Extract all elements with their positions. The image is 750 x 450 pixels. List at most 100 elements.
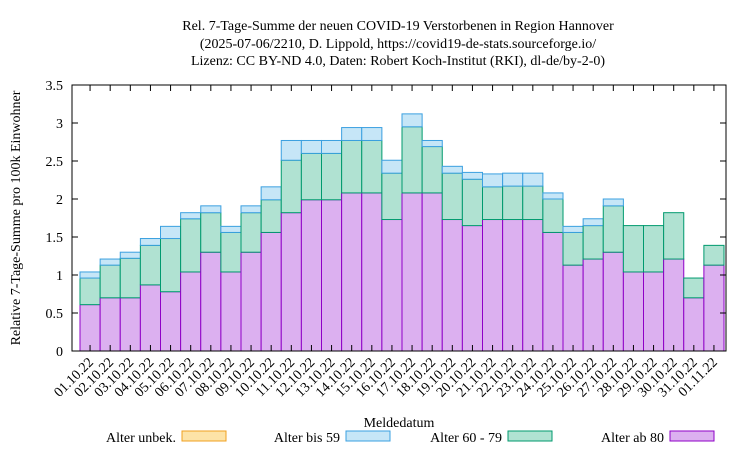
bar-alter-60-79-24.10.22: [542, 198, 564, 233]
bar-alter-ab-80-01.11.22: [703, 264, 725, 352]
bar-alter-ab-80-26.10.22: [582, 258, 604, 352]
bar-alter-ab-80-25.10.22: [562, 264, 584, 352]
bar-alter-bis-59-04.10.22: [139, 238, 162, 246]
bar-alter-ab-80-31.10.22: [683, 297, 705, 352]
legend-swatch: [181, 430, 227, 442]
bar-alter-bis-59-22.10.22: [502, 172, 524, 187]
bar-alter-bis-59-03.10.22: [119, 251, 141, 259]
bar-alter-bis-59-27.10.22: [602, 198, 624, 207]
bar-alter-ab-80-17.10.22: [401, 192, 423, 352]
bar-alter-60-79-25.10.22: [562, 231, 584, 266]
bar-alter-60-79-16.10.22: [381, 172, 403, 221]
bar-alter-ab-80-07.10.22: [200, 251, 222, 352]
bar-alter-60-79-10.10.22: [260, 199, 282, 233]
y-tick-label: 1: [56, 269, 63, 284]
y-axis-label: Relative 7-Tage-Summe pro 100k Einwohner: [9, 90, 24, 345]
bar-alter-60-79-17.10.22: [401, 126, 423, 194]
bar-alter-ab-80-01.10.22: [79, 304, 101, 352]
bar-alter-60-79-02.10.22: [99, 264, 121, 299]
bar-alter-bis-59-14.10.22: [341, 127, 363, 141]
bar-alter-60-79-15.10.22: [361, 139, 383, 194]
bar-alter-60-79-23.10.22: [522, 185, 544, 221]
bar-alter-ab-80-22.10.22: [502, 219, 524, 352]
bar-alter-ab-80-04.10.22: [139, 284, 162, 352]
legend-label: Alter unbek.: [106, 431, 176, 446]
legend-label: Alter ab 80: [601, 431, 664, 446]
bar-alter-60-79-29.10.22: [643, 225, 665, 273]
bar-alter-ab-80-06.10.22: [180, 271, 202, 352]
bar-alter-bis-59-23.10.22: [522, 172, 544, 187]
legend: Alter unbek. Alter bis 59 Alter 60 - 79 Alt…: [106, 430, 715, 446]
y-axis-ticks: 0 0.5 1 1.5 2 2.5 3 3.5: [46, 79, 726, 360]
bar-alter-60-79-22.10.22: [502, 185, 524, 221]
legend-swatch: [669, 430, 715, 442]
legend-swatch: [345, 430, 391, 442]
bar-alter-60-79-07.10.22: [200, 212, 222, 253]
bar-alter-bis-59-11.10.22: [280, 139, 302, 161]
bar-alter-ab-80-02.10.22: [99, 297, 121, 352]
chart-title-line-2: (2025-07-06/2210, D. Lippold, https://co…: [200, 37, 596, 52]
bar-alter-ab-80-12.10.22: [300, 199, 323, 352]
bar-alter-60-79-18.10.22: [421, 146, 443, 194]
bar-alter-60-79-01.10.22: [79, 277, 101, 306]
bar-alter-ab-80-08.10.22: [220, 271, 242, 352]
y-tick-label: 2.5: [46, 155, 64, 170]
bar-alter-bis-59-06.10.22: [180, 212, 202, 220]
bar-alter-bis-59-05.10.22: [160, 225, 182, 240]
bar-alter-bis-59-08.10.22: [220, 225, 242, 233]
bar-alter-bis-59-10.10.22: [260, 186, 282, 201]
bar-alter-ab-80-16.10.22: [381, 219, 403, 352]
bar-alter-ab-80-18.10.22: [421, 192, 443, 352]
bar-alter-60-79-08.10.22: [220, 231, 242, 273]
bar-alter-ab-80-15.10.22: [361, 192, 383, 352]
bar-alter-60-79-04.10.22: [139, 244, 162, 286]
chart-title-line-1: Rel. 7-Tage-Summe der neuen COVID-19 Ver…: [182, 19, 614, 34]
bar-alter-bis-59-25.10.22: [562, 225, 584, 233]
bar-alter-60-79-03.10.22: [119, 257, 141, 299]
bar-alter-bis-59-07.10.22: [200, 205, 222, 214]
bar-alter-60-79-05.10.22: [160, 238, 182, 293]
bar-alter-ab-80-20.10.22: [461, 225, 484, 352]
y-tick-label: 1.5: [46, 231, 64, 246]
bar-alter-ab-80-21.10.22: [482, 219, 504, 352]
bar-alter-ab-80-19.10.22: [441, 219, 463, 352]
bar-alter-60-79-21.10.22: [482, 186, 504, 221]
bar-alter-60-79-30.10.22: [663, 212, 685, 260]
bar-alter-60-79-19.10.22: [441, 172, 463, 221]
bar-alter-ab-80-27.10.22: [602, 251, 624, 352]
y-tick-label: 0.5: [46, 307, 64, 322]
bar-alter-ab-80-05.10.22: [160, 291, 182, 352]
bar-alter-ab-80-09.10.22: [240, 251, 262, 352]
bar-alter-bis-59-21.10.22: [482, 173, 504, 188]
bar-alter-60-79-27.10.22: [602, 205, 624, 253]
bar-layer: [79, 113, 725, 352]
bar-alter-60-79-06.10.22: [180, 218, 202, 273]
bar-alter-bis-59-17.10.22: [401, 113, 423, 128]
bar-alter-bis-59-20.10.22: [461, 171, 484, 180]
bar-alter-bis-59-09.10.22: [240, 205, 262, 214]
y-tick-label: 3: [56, 117, 63, 132]
bar-alter-bis-59-12.10.22: [300, 139, 323, 154]
bar-alter-60-79-01.11.22: [703, 244, 725, 266]
bar-alter-60-79-28.10.22: [622, 225, 645, 273]
bar-alter-60-79-20.10.22: [461, 178, 484, 227]
legend-label: Alter 60 - 79: [430, 431, 502, 446]
bar-alter-60-79-26.10.22: [582, 225, 604, 260]
bar-alter-60-79-09.10.22: [240, 212, 262, 253]
bar-alter-bis-59-19.10.22: [441, 165, 463, 174]
bar-alter-60-79-12.10.22: [300, 152, 323, 201]
bar-alter-ab-80-23.10.22: [522, 219, 544, 352]
y-tick-label: 2: [56, 193, 63, 208]
legend-swatch: [507, 430, 553, 442]
x-axis-label: Meldedatum: [364, 416, 435, 431]
x-axis-ticks: 01.10.2202.10.2203.10.2204.10.2205.10.22…: [52, 85, 721, 400]
bar-alter-bis-59-02.10.22: [99, 258, 121, 266]
bar-alter-bis-59-18.10.22: [421, 139, 443, 148]
bar-alter-bis-59-01.10.22: [79, 271, 101, 279]
chart-title-line-3: Lizenz: CC BY-ND 4.0, Daten: Robert Koch…: [191, 54, 605, 69]
bar-alter-bis-59-24.10.22: [542, 192, 564, 200]
bar-alter-bis-59-15.10.22: [361, 127, 383, 141]
y-tick-label: 3.5: [46, 79, 64, 94]
bar-alter-ab-80-13.10.22: [321, 199, 343, 352]
